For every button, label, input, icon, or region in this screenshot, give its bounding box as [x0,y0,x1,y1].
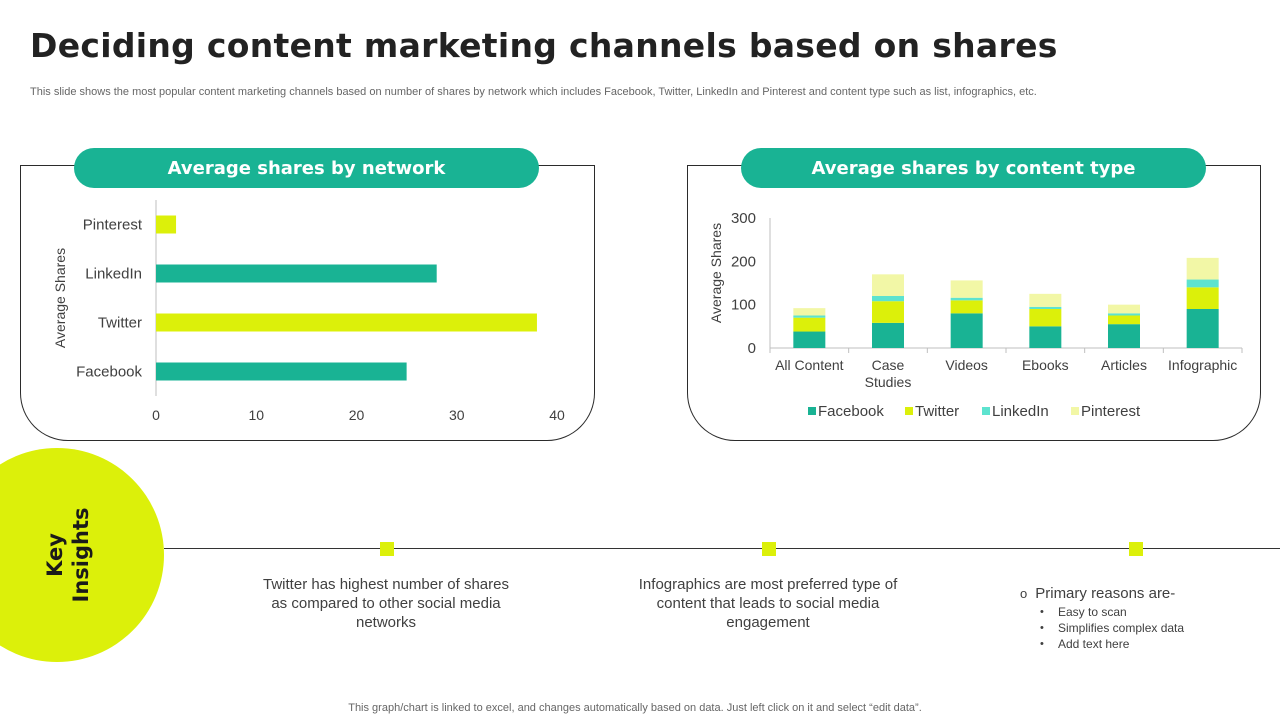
legend-label-twitter: Twitter [915,403,959,420]
stack-segment-facebook [1108,324,1140,348]
stack-segment-twitter [950,300,983,314]
reason-item: Easy to scan [1040,604,1270,620]
primary-reasons-list: Easy to scan Simplifies complex data Add… [1020,604,1270,652]
page-subtitle: This slide shows the most popular conten… [30,86,1037,98]
bar-facebook [156,362,407,381]
x-tick-label: 20 [349,407,365,423]
legend-swatch-facebook [808,407,816,415]
category-label-line1: Case [872,357,905,373]
network-chart-title: Average shares by network [74,148,539,188]
page-title: Deciding content marketing channels base… [30,26,1058,65]
y-tick-label: 200 [731,253,756,270]
timeline-marker-1 [380,542,394,556]
primary-reasons-title-text: Primary reasons are- [1035,585,1176,602]
legend-swatch-linkedin [982,407,990,415]
key-insights-label: Key Insights [42,455,94,655]
category-label-line2: Studies [865,374,912,390]
content-panel-topline-left [687,165,747,166]
category-label: Videos [945,357,988,373]
stack-segment-facebook [793,331,826,348]
primary-reasons-title: o Primary reasons are- [1020,585,1270,602]
x-tick-label: 40 [549,407,565,423]
y-tick-label: 100 [731,297,756,314]
stack-segment-linkedin [872,296,904,302]
y-axis-title: Average Shares [52,248,68,348]
network-bar-chart[interactable]: Pinterest LinkedIn Twitter Facebook 0 10 20 30 4… [0,0,600,445]
category-label: Twitter [98,315,142,332]
legend-label-linkedin: LinkedIn [992,403,1049,420]
stack-segment-pinterest [1186,257,1219,280]
stack-segment-twitter [1029,309,1062,327]
x-tick-label: 0 [152,407,160,423]
timeline-marker-3 [1129,542,1143,556]
insight-twitter: Twitter has highest number of shares as … [263,576,509,631]
content-type-chart-title: Average shares by content type [741,148,1206,188]
stack-segment-linkedin [1186,279,1219,288]
x-tick-label: 10 [248,407,264,423]
category-label: All Content [775,357,844,373]
stack-segment-facebook [950,313,983,348]
stack-segment-linkedin [950,297,983,301]
circle-bullet-icon: o [1020,586,1028,601]
stack-segment-twitter [793,317,826,332]
key-insights-label-line1: Key [43,533,67,577]
stack-segment-pinterest [1108,304,1140,314]
y-axis-title: Average Shares [708,223,724,323]
stack-segment-twitter [1186,287,1219,309]
y-tick-label: 300 [731,210,756,227]
network-panel-topline-right [532,165,594,166]
category-label: Ebooks [1022,357,1069,373]
key-insights-label-line2: Insights [69,507,93,603]
network-panel-topline-left [20,165,80,166]
legend-label-pinterest: Pinterest [1081,403,1141,420]
category-label: LinkedIn [85,266,142,283]
bar-pinterest [156,215,177,234]
key-insights-circle [0,448,164,662]
legend-label-facebook: Facebook [818,403,884,420]
network-chart-panel [20,165,595,441]
timeline-marker-2 [762,542,776,556]
legend-swatch-pinterest [1071,407,1079,415]
bar-twitter [156,313,537,332]
stack-segment-facebook [1029,326,1062,348]
stack-segment-linkedin [1029,306,1062,309]
reason-item: Add text here [1040,636,1270,652]
category-label: Pinterest [83,217,143,234]
insight-infographics: Infographics are most preferred type of … [638,576,898,631]
stack-segment-twitter [1108,315,1140,325]
stack-segment-twitter [872,301,904,323]
category-label: Facebook [76,364,142,381]
stack-segment-pinterest [793,308,826,316]
stack-segment-pinterest [872,274,904,296]
stack-segment-linkedin [1108,313,1140,316]
y-tick-label: 0 [748,340,756,357]
stack-segment-pinterest [1029,293,1062,307]
x-tick-label: 30 [449,407,465,423]
insights-timeline [164,548,1280,549]
category-label: Articles [1101,357,1147,373]
category-label: Infographic [1168,357,1237,373]
stack-segment-pinterest [950,280,983,298]
legend-swatch-twitter [905,407,913,415]
stack-segment-facebook [872,322,904,348]
bar-linkedin [156,264,437,283]
reason-item: Simplifies complex data [1040,620,1270,636]
stack-segment-facebook [1186,309,1219,348]
content-panel-topline-right [1200,165,1260,166]
primary-reasons: o Primary reasons are- Easy to scan Simp… [1020,585,1270,652]
stack-segment-linkedin [793,315,826,318]
footer-note: This graph/chart is linked to excel, and… [348,702,922,714]
